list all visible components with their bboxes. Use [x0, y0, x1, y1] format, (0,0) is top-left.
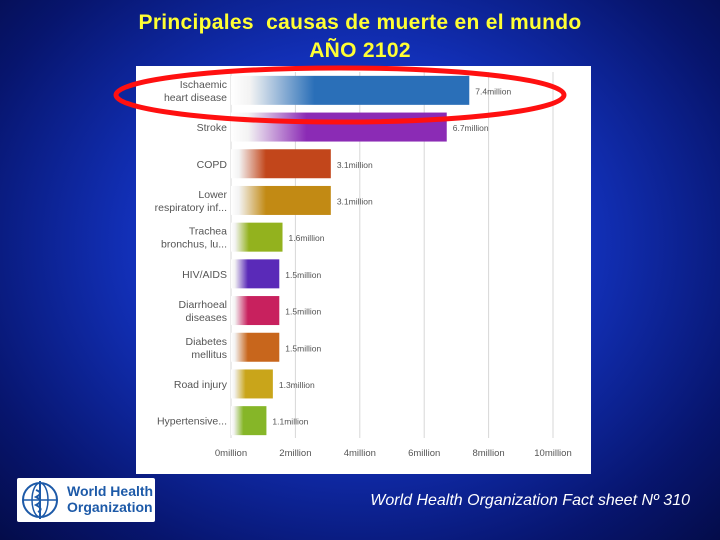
bar: [231, 369, 273, 399]
source-caption: World Health Organization Fact sheet Nº …: [370, 492, 690, 509]
logo-text-line2: Organization: [67, 499, 153, 515]
value-label: 3.1million: [337, 196, 373, 206]
bar: [231, 149, 331, 179]
category-label: Ischaemic: [180, 79, 227, 91]
x-tick-label: 8million: [472, 448, 504, 459]
category-label: bronchus, lu...: [161, 239, 227, 251]
x-tick-label: 2million: [279, 448, 311, 459]
slide-title-line2: AÑO 2102: [309, 39, 411, 62]
x-tick-label: 4million: [344, 448, 376, 459]
category-label: respiratory inf...: [155, 202, 227, 214]
category-label: Hypertensive...: [157, 416, 227, 428]
value-label: 1.6million: [289, 233, 325, 243]
value-label: 6.7million: [453, 123, 489, 133]
value-label: 1.1million: [272, 417, 308, 427]
chart-panel: 0million 2million 4million 6million 8million…: [136, 66, 591, 474]
slide-title-line1: Principales causas de muerte en el mundo: [138, 11, 582, 34]
bar: [231, 75, 470, 105]
category-label: HIV/AIDS: [182, 269, 227, 281]
bar: [231, 222, 283, 252]
category-label: Diabetes: [186, 336, 227, 348]
x-tick-label: 0million: [215, 448, 247, 459]
category-label: Lower: [198, 189, 227, 201]
bar: [231, 259, 280, 289]
value-label: 1.5million: [285, 343, 321, 353]
category-label: Diarrhoeal: [179, 299, 227, 311]
category-label: diseases: [186, 312, 227, 324]
logo-text-line1: World Health: [67, 483, 154, 499]
category-label: mellitus: [191, 349, 227, 361]
category-label: Road injury: [174, 379, 228, 391]
x-tick-label: 10million: [534, 448, 572, 459]
category-label: heart disease: [164, 92, 227, 104]
category-label: Trachea: [189, 226, 227, 238]
bar: [231, 112, 447, 142]
value-label: 1.5million: [285, 270, 321, 280]
value-label: 1.3million: [279, 380, 315, 390]
value-label: 3.1million: [337, 160, 373, 170]
category-label: Stroke: [197, 122, 228, 134]
category-label: COPD: [197, 159, 228, 171]
bar: [231, 185, 331, 215]
bar: [231, 296, 280, 326]
x-tick-label: 6million: [408, 448, 440, 459]
bar-chart: 0million 2million 4million 6million 8million…: [155, 72, 572, 459]
value-label: 7.4million: [475, 86, 511, 96]
bar: [231, 406, 267, 436]
bar: [231, 332, 280, 362]
who-logo: World Health Organization: [17, 478, 155, 522]
value-label: 1.5million: [285, 307, 321, 317]
who-emblem-icon: [22, 481, 58, 519]
